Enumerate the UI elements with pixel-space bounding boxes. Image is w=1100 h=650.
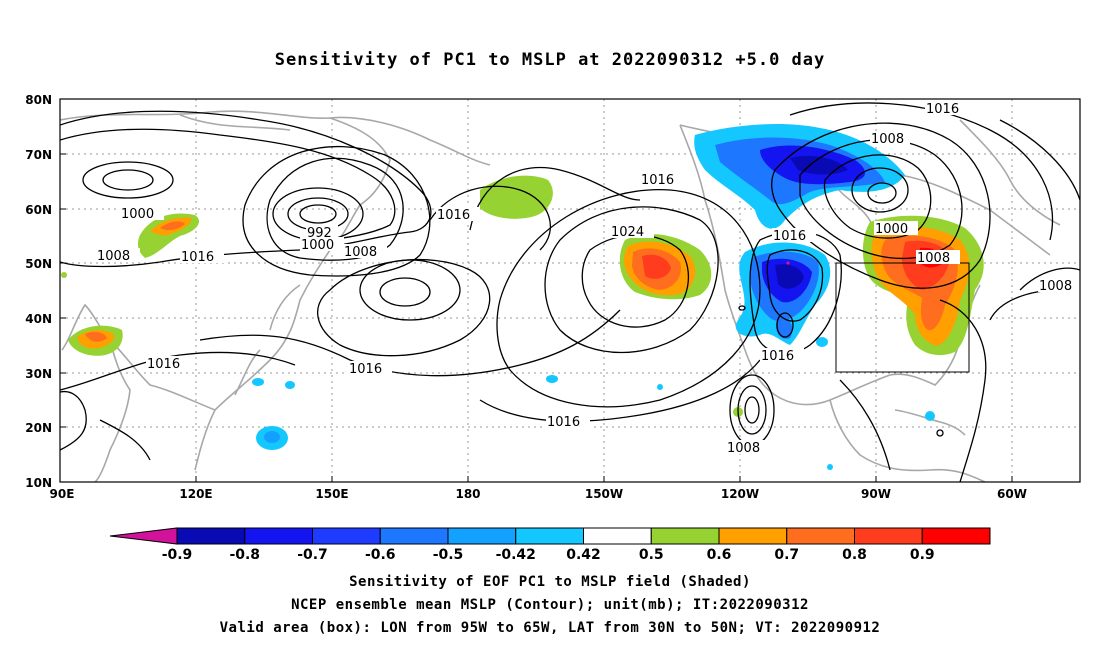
colorbar-label: 0.6 — [707, 547, 732, 563]
contour-label: 1016 — [773, 229, 806, 244]
lon-label: 120W — [721, 487, 759, 501]
mslp-contours — [60, 102, 1080, 482]
contour-label: 1016 — [181, 250, 214, 265]
contour-label: 1000 — [875, 222, 908, 237]
contour-label: 1008 — [344, 245, 377, 260]
colorbar-label: -0.8 — [229, 547, 260, 563]
colorbar-label: 0.7 — [774, 547, 799, 563]
lon-label: 180 — [455, 487, 480, 501]
contour-label: 1008 — [871, 132, 904, 147]
contour-label: 1016 — [147, 357, 180, 372]
map-title: Sensitivity of PC1 to MSLP at 2022090312… — [274, 50, 826, 70]
axis-ticks — [60, 98, 1013, 482]
latitude-labels: 80N 70N 60N 50N 40N 30N 20N 10N — [25, 93, 52, 490]
contour-label: 1008 — [917, 251, 950, 266]
lat-label: 10N — [25, 476, 52, 490]
colorbar: -0.9 -0.8 -0.7 -0.6 -0.5 -0.42 0.42 0.5 0.6 0.7 0.… — [109, 527, 991, 563]
contour-labels: 1016 1008 1000 992 1000 1008 1008 1016 1… — [96, 101, 1080, 456]
contour-label: 1016 — [349, 362, 382, 377]
colorbar-label: 0.9 — [910, 547, 935, 563]
colorbar-swatch — [379, 527, 449, 545]
colorbar-label: -0.6 — [365, 547, 396, 563]
longitude-labels: 90E 120E 150E 180 150W 120W 90W 60W — [50, 487, 1027, 501]
footer-line-shading: Sensitivity of EOF PC1 to MSLP field (Sh… — [349, 574, 751, 590]
colorbar-swatch — [176, 527, 246, 545]
colorbar-swatch — [854, 527, 923, 545]
lon-label: 60W — [997, 487, 1027, 501]
contour-label: 1016 — [926, 102, 959, 117]
colorbar-swatch — [447, 527, 517, 545]
lat-label: 70N — [25, 148, 52, 162]
colorbar-swatch — [718, 527, 788, 545]
lat-label: 80N — [25, 93, 52, 107]
lon-label: 150W — [585, 487, 623, 501]
colorbar-swatch — [312, 527, 381, 545]
contour-label: 1000 — [121, 207, 154, 222]
lon-label: 90E — [50, 487, 75, 501]
contour-label: 1024 — [611, 225, 644, 240]
lon-label: 120E — [179, 487, 212, 501]
lon-label: 90W — [861, 487, 891, 501]
colorbar-low-end — [109, 527, 178, 545]
valid-area-box — [835, 262, 970, 373]
lat-label: 60N — [25, 203, 52, 217]
colorbar-label: 0.5 — [639, 547, 664, 563]
lat-label: 20N — [25, 421, 52, 435]
lat-label: 40N — [25, 312, 52, 326]
colorbar-label: 0.8 — [842, 547, 867, 563]
colorbar-label: -0.5 — [433, 547, 464, 563]
sensitivity-shading — [61, 124, 984, 470]
lat-label: 50N — [25, 257, 52, 271]
colorbar-swatch — [244, 527, 313, 545]
colorbar-swatch — [786, 527, 855, 545]
colorbar-swatch — [650, 527, 720, 545]
footer-line-contour: NCEP ensemble mean MSLP (Contour); unit(… — [291, 597, 809, 613]
contour-label: 1008 — [1039, 279, 1072, 294]
contour-label: 1008 — [97, 249, 130, 264]
colorbar-label: -0.7 — [297, 547, 328, 563]
contour-label: 1016 — [641, 173, 674, 188]
lat-label: 30N — [25, 367, 52, 381]
colorbar-label: -0.42 — [496, 547, 536, 563]
colorbar-label: -0.9 — [162, 547, 193, 563]
footer-line-valid-area: Valid area (box): LON from 95W to 65W, L… — [219, 620, 881, 636]
lon-label: 150E — [315, 487, 348, 501]
contour-label: 1016 — [761, 349, 794, 364]
contour-label: 1000 — [301, 238, 334, 253]
contour-label: 1008 — [727, 441, 760, 456]
contour-label: 1016 — [547, 415, 580, 430]
contour-label: 1016 — [437, 208, 470, 223]
map-frame — [59, 98, 1081, 483]
colorbar-swatch — [583, 527, 652, 545]
colorbar-label: 0.42 — [566, 547, 601, 563]
colorbar-swatch — [921, 527, 991, 545]
colorbar-swatch — [515, 527, 584, 545]
